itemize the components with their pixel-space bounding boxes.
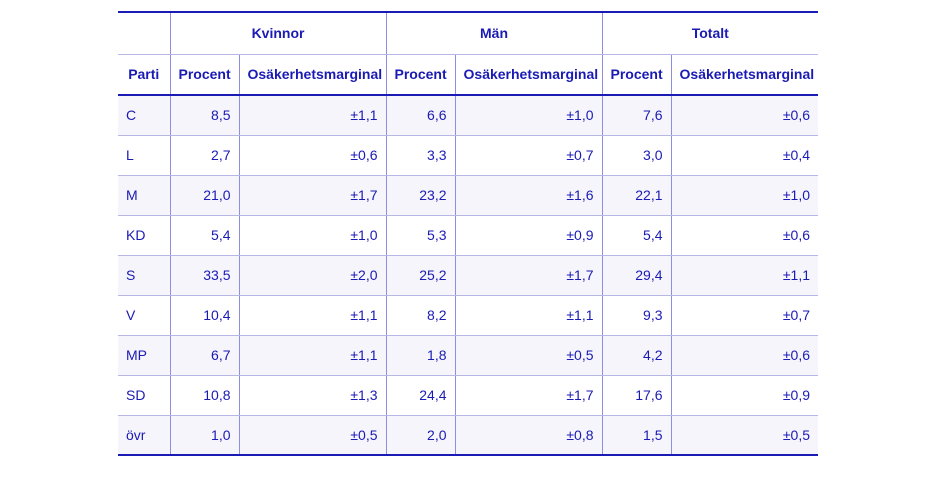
women-margin-cell: ±0,6 — [238, 135, 387, 176]
men-percent-cell: 1,8 — [385, 335, 456, 376]
men-margin-cell: ±1,1 — [454, 295, 603, 336]
total-percent-cell: 1,5 — [601, 415, 672, 455]
total-margin-cell: ±0,6 — [670, 335, 819, 376]
total-percent-cell: 22,1 — [601, 175, 672, 216]
party-cell: KD — [118, 215, 170, 256]
men-margin-cell: ±1,6 — [454, 175, 603, 216]
women-margin-cell: ±1,7 — [238, 175, 387, 216]
empty-corner-cell — [118, 12, 170, 55]
women-percent-cell: 21,0 — [169, 175, 239, 216]
women-percent-cell: 5,4 — [169, 215, 239, 256]
party-cell: övr — [126, 426, 146, 443]
party-support-table: Kvinnor Män Totalt Parti Procent Osäkerh… — [118, 11, 819, 456]
party-cell: C — [118, 95, 170, 136]
column-header-row: Parti Procent Osäkerhetsmarginal Procent… — [118, 54, 819, 96]
total-margin-cell: ±0,5 — [670, 415, 819, 455]
total-percent-cell: 7,6 — [601, 95, 672, 136]
women-margin-cell: ±1,1 — [238, 335, 387, 376]
group-header-women: Kvinnor — [169, 12, 387, 55]
women-percent-cell: 8,5 — [169, 95, 239, 136]
women-percent-cell: 33,5 — [169, 255, 239, 296]
total-margin-cell: ±0,6 — [670, 215, 819, 256]
women-margin-cell: ±2,0 — [238, 255, 387, 296]
column-header-men-percent: Procent — [385, 54, 456, 96]
group-header-row: Kvinnor Män Totalt — [118, 12, 819, 55]
men-margin-cell: ±0,5 — [454, 335, 603, 376]
group-header-men: Män — [385, 12, 603, 55]
women-percent-cell: 6,7 — [169, 335, 239, 376]
total-margin-cell: ±0,6 — [670, 95, 819, 136]
women-percent-cell: 10,8 — [169, 375, 239, 416]
men-margin-cell: ±1,7 — [454, 375, 603, 416]
party-cell: V — [118, 295, 170, 336]
column-header-women-percent: Procent — [169, 54, 239, 96]
column-header-total-percent: Procent — [601, 54, 672, 96]
men-margin-cell: ±1,7 — [454, 255, 603, 296]
men-percent-cell: 6,6 — [385, 95, 456, 136]
total-margin-cell: ±1,0 — [670, 175, 819, 216]
men-margin-cell: ±1,0 — [454, 95, 603, 136]
total-percent-cell: 5,4 — [601, 215, 672, 256]
table-row: S 33,5 ±2,0 25,2 ±1,7 29,4 ±1,1 — [118, 255, 819, 296]
table-row: V 10,4 ±1,1 8,2 ±1,1 9,3 ±0,7 — [118, 295, 819, 336]
women-percent-cell: 10,4 — [169, 295, 239, 336]
total-percent-cell: 17,6 — [601, 375, 672, 416]
women-percent-cell: 2,7 — [169, 135, 239, 176]
table-row: MP 6,7 ±1,1 1,8 ±0,5 4,2 ±0,6 — [118, 335, 819, 376]
total-margin-cell: ±0,4 — [670, 135, 819, 176]
men-percent-cell: 24,4 — [385, 375, 456, 416]
men-percent-cell: 5,3 — [385, 215, 456, 256]
women-margin-cell: ±1,1 — [238, 295, 387, 336]
total-margin-cell: ±0,7 — [670, 295, 819, 336]
party-cell: SD — [118, 375, 170, 416]
total-percent-cell: 9,3 — [601, 295, 672, 336]
men-percent-cell: 23,2 — [385, 175, 456, 216]
total-margin-cell: ±1,1 — [670, 255, 819, 296]
group-header-total: Totalt — [601, 12, 819, 55]
column-header-total-margin: Osäkerhetsmarginal — [670, 54, 819, 96]
men-percent-cell: 25,2 — [385, 255, 456, 296]
party-cell: MP — [118, 335, 170, 376]
total-margin-cell: ±0,9 — [670, 375, 819, 416]
total-percent-cell: 4,2 — [601, 335, 672, 376]
men-margin-cell: ±0,9 — [454, 215, 603, 256]
column-header-men-margin: Osäkerhetsmarginal — [454, 54, 603, 96]
column-header-women-margin: Osäkerhetsmarginal — [238, 54, 387, 96]
party-cell: S — [118, 255, 170, 296]
table-row: KD 5,4 ±1,0 5,3 ±0,9 5,4 ±0,6 — [118, 215, 819, 256]
column-header-party: Parti — [118, 54, 170, 96]
total-percent-cell: 3,0 — [601, 135, 672, 176]
men-percent-cell: 2,0 — [385, 415, 456, 455]
women-margin-cell: ±1,1 — [238, 95, 387, 136]
table-row: övr 1,0 ±0,5 2,0 ±0,8 1,5 ±0,5 — [118, 415, 819, 455]
table-row: C 8,5 ±1,1 6,6 ±1,0 7,6 ±0,6 — [118, 95, 819, 136]
table-row: M 21,0 ±1,7 23,2 ±1,6 22,1 ±1,0 — [118, 175, 819, 216]
women-margin-cell: ±1,3 — [238, 375, 387, 416]
party-cell: L — [118, 135, 170, 176]
women-margin-cell: ±0,5 — [238, 415, 387, 455]
men-percent-cell: 3,3 — [385, 135, 456, 176]
table-row: SD 10,8 ±1,3 24,4 ±1,7 17,6 ±0,9 — [118, 375, 819, 416]
men-margin-cell: ±0,8 — [454, 415, 603, 455]
party-cell: M — [118, 175, 170, 216]
men-margin-cell: ±0,7 — [454, 135, 603, 176]
total-percent-cell: 29,4 — [601, 255, 672, 296]
women-percent-cell: 1,0 — [169, 415, 239, 455]
men-percent-cell: 8,2 — [385, 295, 456, 336]
women-margin-cell: ±1,0 — [238, 215, 387, 256]
table-row: L 2,7 ±0,6 3,3 ±0,7 3,0 ±0,4 — [118, 135, 819, 176]
